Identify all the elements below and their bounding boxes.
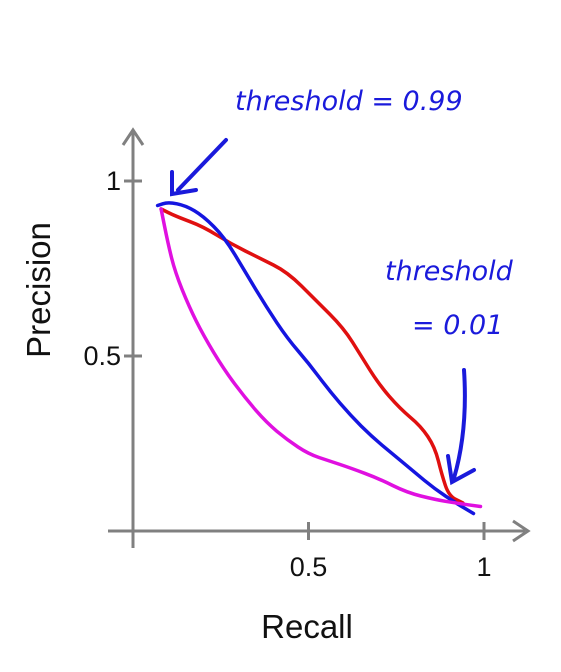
pr-curve-0 <box>159 207 465 505</box>
x-tick-label-1: 1 <box>476 552 491 582</box>
annotation-threshold-low-line1: threshold <box>385 256 514 287</box>
pr-curve-1 <box>155 201 476 516</box>
annotation-threshold-low-line2: = 0.01 <box>412 310 503 341</box>
x-axis-label: Recall <box>261 608 353 645</box>
x-tick-label-0: 0.5 <box>290 552 328 582</box>
y-axis-arrowhead <box>121 127 145 146</box>
y-axis-label: Precision <box>20 222 57 358</box>
x-axis-arrowhead <box>512 519 531 543</box>
y-tick-label-0: 0.5 <box>83 341 121 371</box>
annotation-threshold-high: threshold = 0.99 <box>235 86 463 117</box>
pr-curve-2 <box>159 207 483 509</box>
arrow-threshold-low <box>446 368 476 486</box>
arrow-threshold-high <box>170 138 228 197</box>
y-tick-label-1: 1 <box>106 166 121 196</box>
